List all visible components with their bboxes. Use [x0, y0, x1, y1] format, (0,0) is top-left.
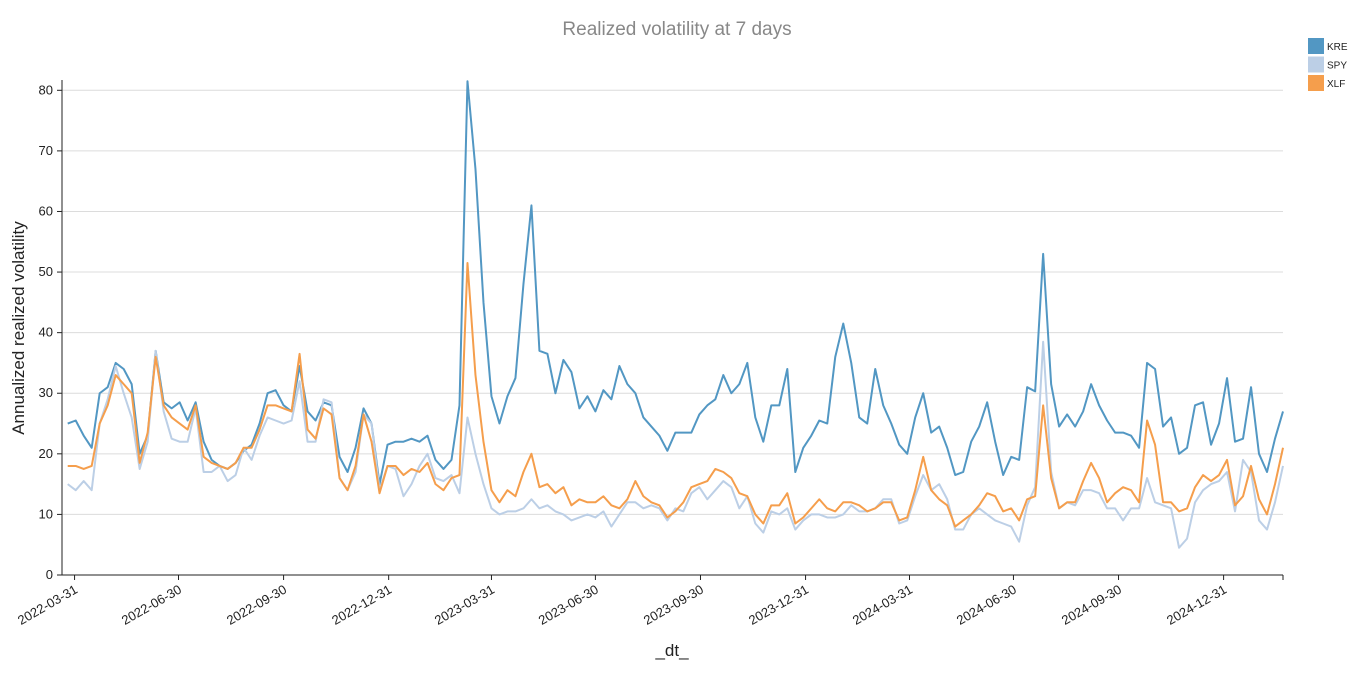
y-tick-label: 40: [39, 325, 53, 340]
x-tick-label: 2022-12-31: [329, 582, 394, 628]
x-tick-label: 2024-06-30: [954, 582, 1019, 628]
legend-label: KRE: [1327, 42, 1348, 53]
y-axis-label: Annualized realized volatility: [9, 221, 28, 435]
legend-item: SPY: [1308, 56, 1347, 73]
x-tick-label: 2022-09-30: [224, 582, 289, 628]
x-axis-label: _dt_: [654, 641, 689, 660]
y-tick-label: 70: [39, 143, 53, 158]
x-tick-label: 2023-06-30: [536, 582, 601, 628]
y-tick-label: 80: [39, 82, 53, 97]
y-tick-label: 0: [46, 567, 53, 582]
x-tick-label: 2023-03-31: [432, 582, 497, 628]
y-tick-label: 20: [39, 446, 53, 461]
x-tick-label: 2024-09-30: [1059, 582, 1124, 628]
legend-label: XLF: [1327, 79, 1345, 90]
y-tick-label: 50: [39, 264, 53, 279]
legend-swatch: [1308, 38, 1324, 54]
series-line: [67, 261, 1284, 528]
x-tick-label: 2024-12-31: [1164, 582, 1229, 628]
legend-swatch: [1308, 75, 1324, 91]
series-line: [67, 340, 1284, 549]
legend-item: KRE: [1308, 38, 1348, 54]
x-tick-label: 2022-03-31: [15, 582, 80, 628]
legend-item: XLF: [1308, 75, 1345, 91]
x-tick-label: 2022-06-30: [119, 582, 184, 628]
chart-title: Realized volatility at 7 days: [562, 19, 791, 40]
series-line: [67, 80, 1284, 486]
y-tick-label: 10: [39, 506, 53, 521]
y-tick-label: 60: [39, 203, 53, 218]
x-tick-label: 2023-09-30: [641, 582, 706, 628]
y-tick-label: 30: [39, 385, 53, 400]
x-tick-label: 2023-12-31: [746, 582, 811, 628]
legend-label: SPY: [1327, 61, 1347, 72]
x-tick-label: 2024-03-31: [850, 582, 915, 628]
legend-swatch: [1308, 56, 1324, 73]
